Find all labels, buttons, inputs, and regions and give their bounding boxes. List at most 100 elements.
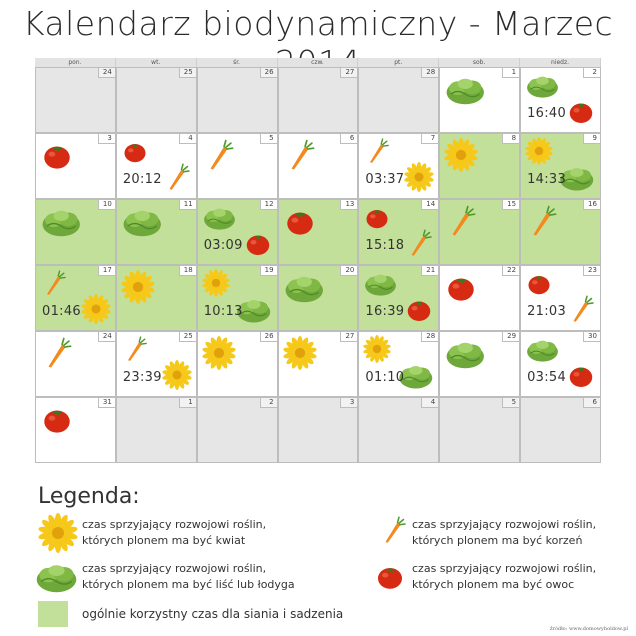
- calendar-day-cell: 27: [277, 331, 359, 397]
- lettuce-icon: [34, 558, 79, 598]
- calendar-day-cell: 4: [358, 397, 440, 463]
- flower-icon: [38, 513, 78, 557]
- carrot-icon: [378, 515, 408, 549]
- calendar-day-cell: 17 01:46: [35, 265, 116, 331]
- moon-transition-time: 10:13: [203, 304, 243, 319]
- carrot-icon: [363, 137, 391, 169]
- day-number: 27: [340, 68, 358, 78]
- lettuce-icon: [525, 335, 560, 367]
- day-number: 22: [502, 266, 520, 276]
- moon-transition-time: 23:39: [122, 370, 162, 385]
- weekday-label: śr.: [196, 58, 278, 67]
- day-number: 29: [502, 332, 520, 342]
- day-number: 25: [178, 332, 196, 342]
- tomato-icon: [121, 137, 149, 169]
- weekday-label: czw.: [277, 58, 359, 67]
- legend-tomato-line2: których plonem ma być owoc: [412, 578, 575, 591]
- day-number: 21: [421, 266, 439, 276]
- legend-flower-text: czas sprzyjający rozwojowi roślin, który…: [82, 517, 266, 549]
- calendar-day-cell: 3: [35, 133, 116, 199]
- calendar-day-cell: 15: [439, 199, 521, 265]
- calendar-day-cell: 5: [439, 397, 521, 463]
- day-number: 6: [582, 398, 600, 408]
- lettuce-icon: [558, 162, 596, 196]
- tomato-icon: [404, 294, 434, 328]
- carrot-icon: [444, 204, 478, 242]
- calendar-day-cell: 22: [439, 265, 521, 331]
- moon-transition-time: 16:39: [365, 304, 405, 319]
- day-number: 19: [259, 266, 277, 276]
- day-number: 2: [259, 398, 277, 408]
- flower-icon: [162, 360, 192, 394]
- flower-icon: [444, 138, 478, 176]
- calendar-day-cell: 9 14:33: [520, 133, 601, 199]
- moon-transition-time: 21:03: [527, 304, 567, 319]
- day-number: 3: [97, 134, 115, 144]
- calendar-week-row: 3 4 20:12 5 6 7 03:37 8 9 14:33: [35, 133, 601, 199]
- day-number: 12: [259, 200, 277, 210]
- flower-icon: [525, 137, 553, 169]
- lettuce-icon: [363, 269, 398, 301]
- day-number: 28: [421, 332, 439, 342]
- flower-icon: [363, 335, 392, 367]
- day-number: 6: [340, 134, 358, 144]
- calendar-day-cell: 28: [358, 67, 440, 133]
- day-number: 13: [340, 200, 358, 210]
- moon-transition-time: 01:10: [365, 370, 405, 385]
- day-number: 1: [502, 68, 520, 78]
- day-number: 4: [421, 398, 439, 408]
- calendar-day-cell: 7 03:37: [358, 133, 440, 199]
- calendar-day-cell: 31: [35, 397, 116, 463]
- calendar-day-cell: 20: [277, 265, 359, 331]
- calendar-day-cell: 29: [439, 331, 521, 397]
- calendar-day-cell: 25: [115, 67, 197, 133]
- lettuce-icon: [525, 71, 560, 103]
- legend-lettuce-text: czas sprzyjający rozwojowi roślin, który…: [82, 561, 295, 593]
- calendar-day-cell: 12 03:09: [196, 199, 278, 265]
- calendar-day-cell: 6: [520, 397, 601, 463]
- legend-lettuce-line2: których plonem ma być liść lub łodyga: [82, 578, 295, 591]
- flower-icon: [81, 294, 111, 328]
- carrot-icon: [121, 335, 149, 367]
- legend-title: Legenda:: [38, 484, 140, 509]
- legend-tomato-text: czas sprzyjający rozwojowi roślin, który…: [412, 561, 596, 593]
- lettuce-icon: [444, 336, 487, 374]
- lettuce-icon: [121, 204, 164, 242]
- source-credit: źródło: www.domowyholdow.pl: [549, 626, 628, 632]
- moon-transition-time: 16:40: [527, 106, 567, 121]
- day-number: 1: [178, 398, 196, 408]
- legend-carrot-line1: czas sprzyjający rozwojowi roślin,: [412, 518, 597, 531]
- tomato-icon: [374, 560, 406, 596]
- calendar-weeks: 24 25 26 27 28 1 2 16:40 3 4 20:12 5 6 7 03:37 8 9 14:33 1…: [35, 67, 601, 463]
- day-number: 24: [97, 68, 115, 78]
- day-number: 26: [259, 332, 277, 342]
- weekday-label: sob.: [439, 58, 521, 67]
- moon-transition-time: 01:46: [42, 304, 81, 319]
- calendar-week-row: 31 1 2 3 4 5 6: [35, 397, 601, 463]
- legend-tomato-line1: czas sprzyjający rozwojowi roślin,: [412, 562, 597, 575]
- legend-carrot-line2: których plonem ma być korzeń: [412, 534, 583, 547]
- carrot-icon: [283, 138, 317, 176]
- legend-carrot-text: czas sprzyjający rozwojowi roślin, który…: [412, 517, 596, 549]
- calendar-day-cell: 30 03:54: [520, 331, 601, 397]
- day-number: 7: [421, 134, 439, 144]
- tomato-icon: [363, 203, 391, 235]
- day-number: 8: [502, 134, 520, 144]
- day-number: 3: [340, 398, 358, 408]
- legend-green-swatch: [38, 601, 68, 627]
- day-number: 15: [502, 200, 520, 210]
- flower-icon: [202, 336, 236, 374]
- day-number: 5: [502, 398, 520, 408]
- lettuce-icon: [397, 360, 435, 394]
- calendar-day-cell: 6: [277, 133, 359, 199]
- carrot-icon: [404, 228, 434, 262]
- flower-icon: [121, 270, 155, 308]
- carrot-icon: [40, 336, 74, 374]
- calendar-day-cell: 27: [277, 67, 359, 133]
- calendar-day-cell: 2: [196, 397, 278, 463]
- day-number: 9: [582, 134, 600, 144]
- calendar-day-cell: 23 21:03: [520, 265, 601, 331]
- weekday-label: wt.: [115, 58, 197, 67]
- calendar-day-cell: 1: [439, 67, 521, 133]
- tomato-icon: [525, 269, 553, 301]
